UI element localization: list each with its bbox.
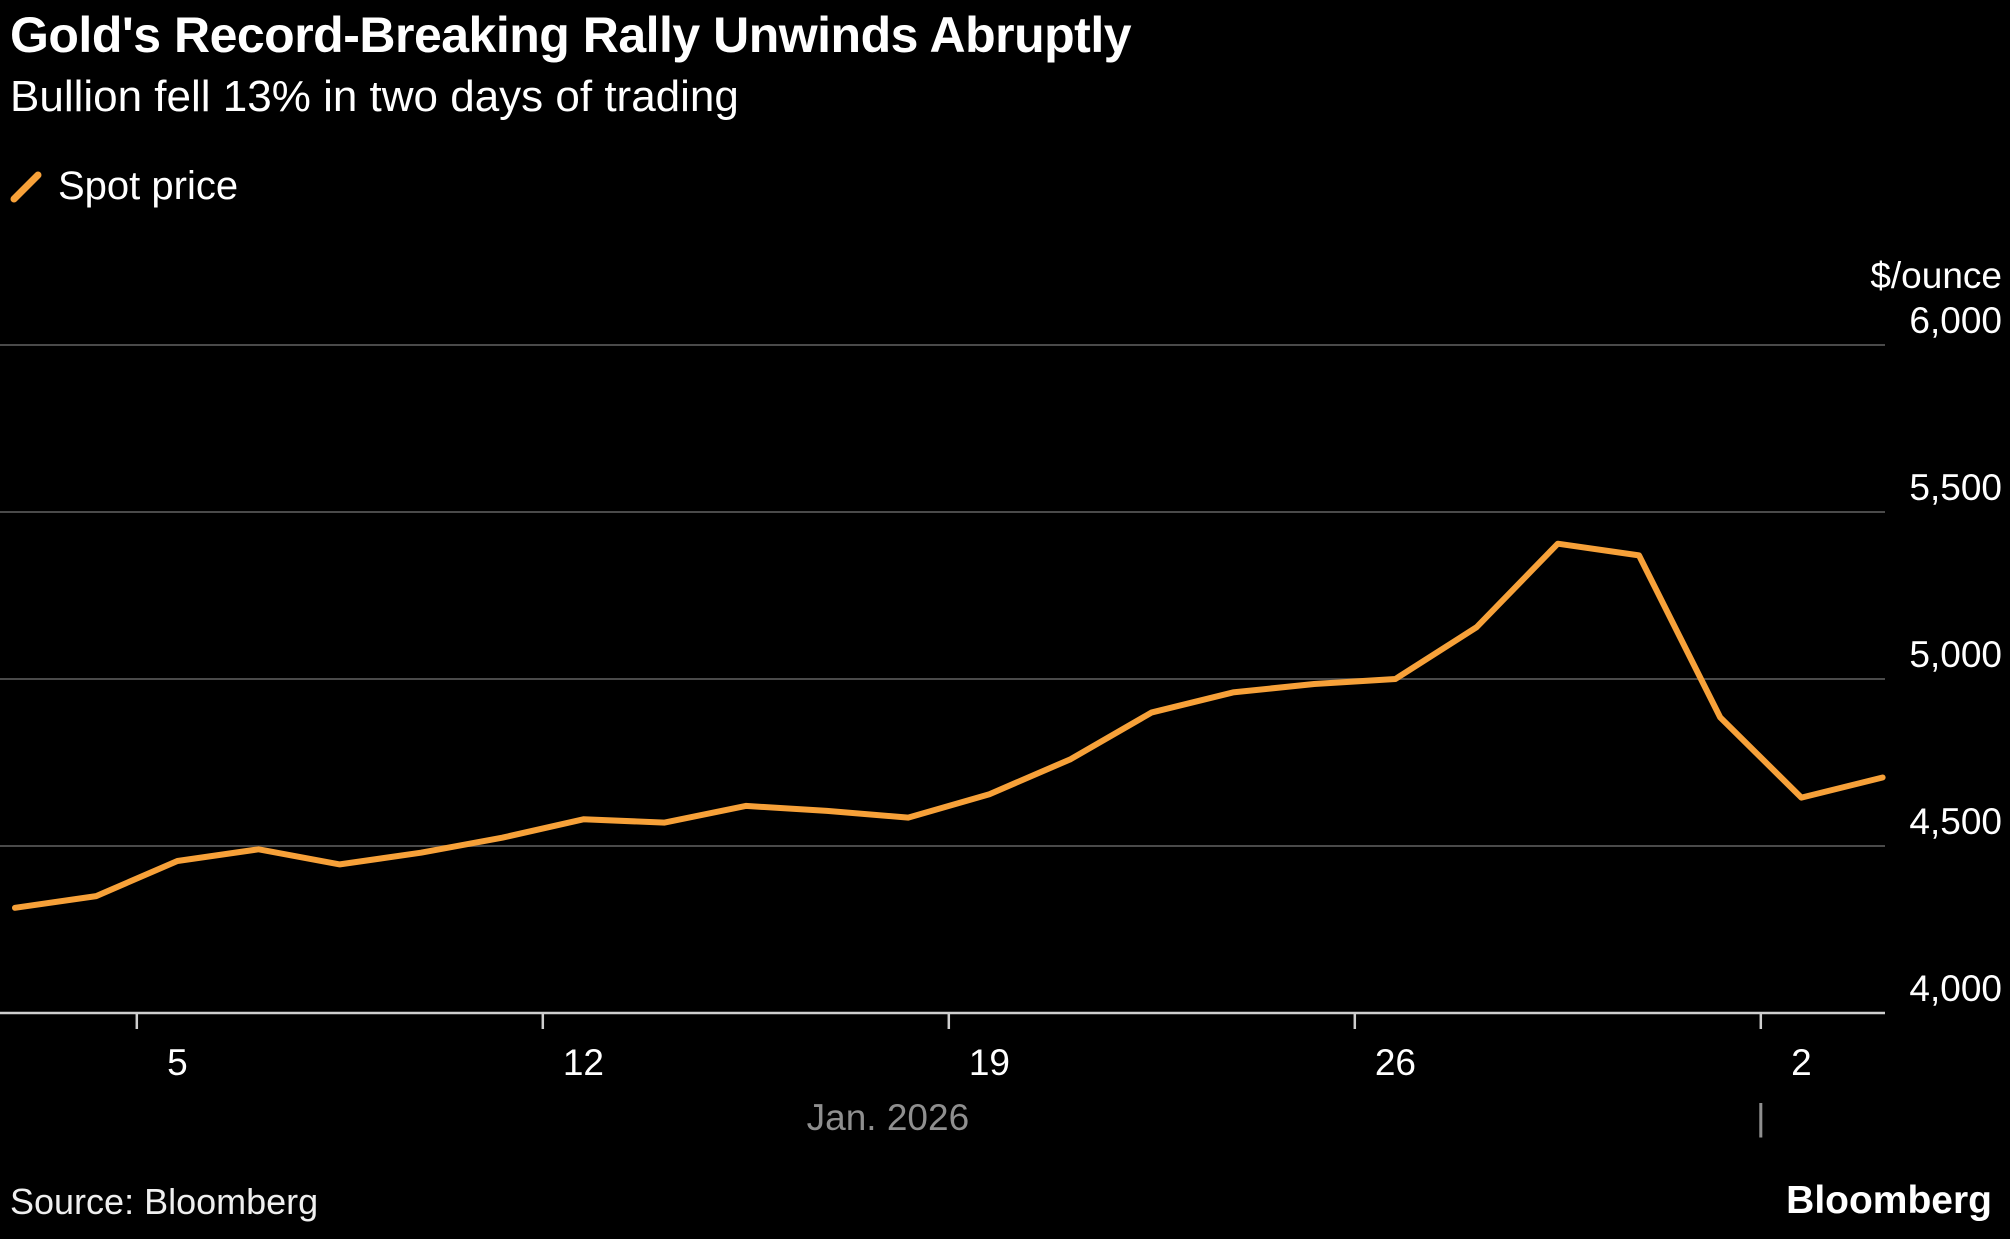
x-axis-tick-label: 19 [969, 1042, 1010, 1083]
x-axis-tick-label: 2 [1791, 1042, 1812, 1083]
y-axis-tick-label: 4,500 [1909, 801, 2002, 842]
price-line [12, 540, 1886, 911]
line-chart: 4,000 4,500 5,000 5,500 6,000$/ounce 5 12 19 26 2… [0, 255, 2002, 1138]
chart-title: Gold's Record-Breaking Rally Unwinds Abr… [10, 7, 1132, 63]
x-axis-tick-label: 26 [1375, 1042, 1416, 1083]
x-axis-tick-label: 12 [563, 1042, 604, 1083]
y-axis-tick-label: 6,000 [1909, 300, 2002, 341]
y-axis-tick-label: 5,000 [1909, 634, 2002, 675]
legend: Spot price [10, 164, 238, 209]
y-axis-unit-label: $/ounce [1870, 255, 2002, 296]
chart-subtitle: Bullion fell 13% in two days of trading [10, 72, 739, 121]
legend-label: Spot price [58, 164, 239, 208]
x-axis-tick-label: 5 [167, 1042, 188, 1083]
y-axis-tick-label: 5,500 [1909, 467, 2002, 508]
month-divider: | [1756, 1097, 1766, 1138]
y-axis-tick-label: 4,000 [1909, 968, 2002, 1009]
bloomberg-logo: Bloomberg [1786, 1179, 1992, 1222]
spot-price-line-icon [10, 171, 42, 202]
x-axis-month-label: Jan. 2026 [807, 1097, 970, 1138]
source-note: Source: Bloomberg [10, 1181, 319, 1222]
